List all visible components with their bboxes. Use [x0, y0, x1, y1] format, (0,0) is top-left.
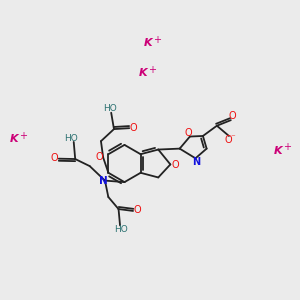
- Text: +: +: [148, 64, 156, 75]
- Text: HO: HO: [114, 225, 128, 234]
- Text: +: +: [283, 142, 291, 152]
- Text: O: O: [184, 128, 192, 138]
- Text: O: O: [171, 160, 179, 170]
- Text: K: K: [274, 146, 282, 157]
- Text: O: O: [225, 135, 232, 145]
- Text: O: O: [51, 153, 58, 163]
- Text: +: +: [19, 130, 27, 141]
- Text: N: N: [192, 157, 200, 167]
- Text: O: O: [134, 205, 141, 215]
- Text: K: K: [10, 134, 19, 145]
- Text: HO: HO: [64, 134, 78, 142]
- Text: N: N: [99, 176, 108, 186]
- Text: O: O: [129, 123, 137, 133]
- Text: K: K: [144, 38, 153, 49]
- Text: O: O: [95, 152, 103, 162]
- Text: +: +: [153, 34, 161, 45]
- Text: ⁻: ⁻: [230, 133, 235, 142]
- Text: K: K: [139, 68, 148, 79]
- Text: HO: HO: [103, 104, 117, 113]
- Text: O: O: [228, 111, 236, 121]
